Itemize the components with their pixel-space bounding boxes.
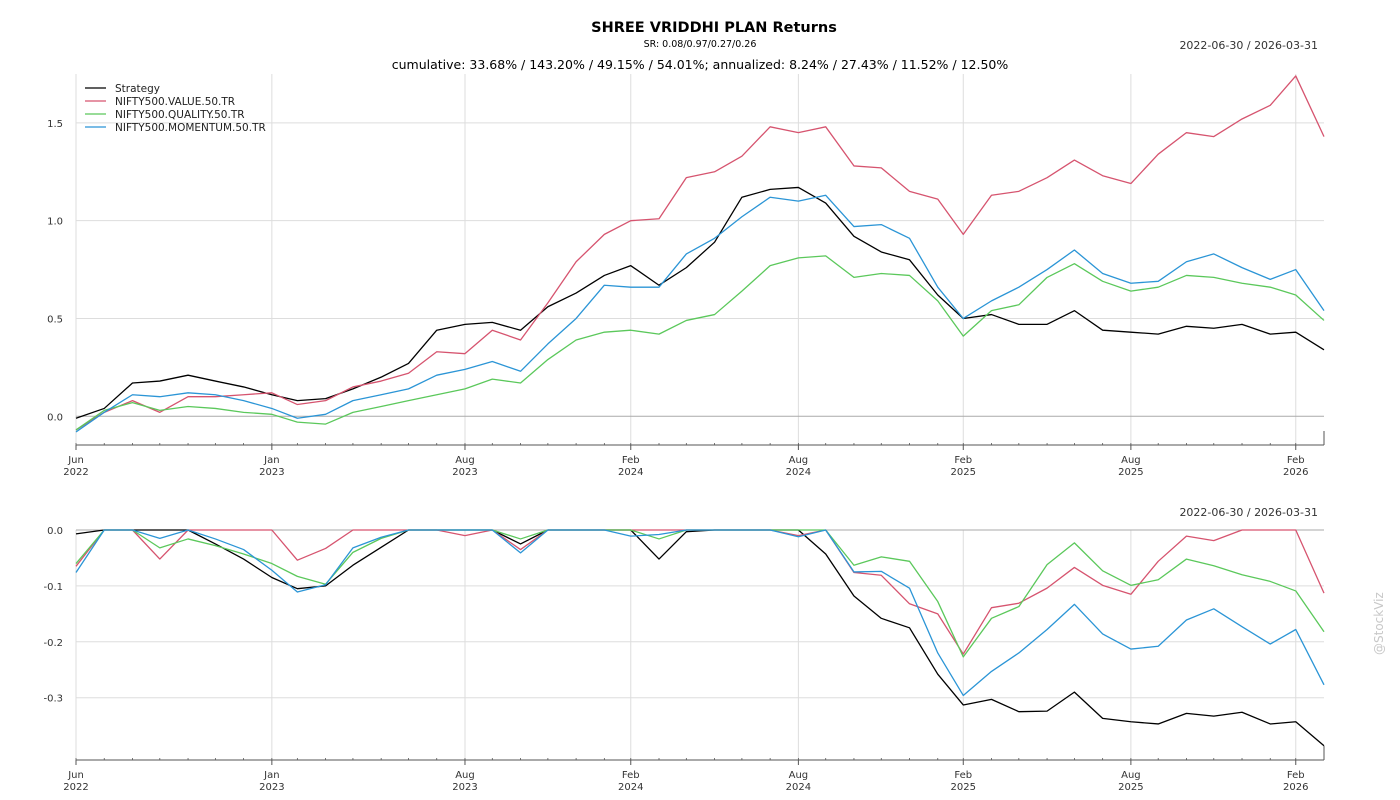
series-line-strategy	[75, 529, 1325, 747]
series-line-strategy	[75, 186, 1325, 419]
date-range-bottom: 2022-06-30 / 2026-03-31	[1179, 506, 1318, 519]
legend-entry: Strategy	[115, 83, 160, 95]
legend-entry: NIFTY500.QUALITY.50.TR	[115, 109, 245, 121]
x-tick-label-year: 2022	[63, 782, 88, 793]
series-line-nifty500-value-50-tr	[75, 529, 1325, 655]
x-tick-label-year: 2023	[259, 782, 284, 793]
y-tick-label: 0.0	[47, 412, 63, 423]
cumulative-returns-panel: 0.00.51.01.5Jun2022Jan2023Aug2023Feb2024…	[47, 74, 1325, 478]
x-tick-label-month: Aug	[789, 455, 809, 466]
x-tick-label-month: Feb	[1287, 770, 1305, 781]
series-line-nifty500-quality-50-tr	[75, 529, 1325, 658]
x-tick-label-month: Jan	[263, 770, 279, 781]
series-line-nifty500-quality-50-tr	[75, 255, 1325, 431]
x-tick-label-month: Aug	[1121, 770, 1141, 781]
x-tick-label-month: Aug	[455, 770, 475, 781]
x-tick-label-year: 2024	[618, 782, 643, 793]
x-tick-label-month: Feb	[622, 455, 640, 466]
y-tick-label: 0.5	[47, 314, 63, 325]
y-tick-label: -0.1	[43, 582, 63, 593]
x-tick-label-month: Jan	[263, 455, 279, 466]
x-tick-label-year: 2023	[259, 467, 284, 478]
x-tick-label-year: 2024	[786, 467, 811, 478]
chart-subtitle: cumulative: 33.68% / 143.20% / 49.15% / …	[391, 57, 1009, 72]
x-tick-label-month: Jun	[67, 455, 84, 466]
x-tick-label-year: 2025	[1118, 467, 1143, 478]
drawdown-panel: 0.0-0.1-0.2-0.3Jun2022Jan2023Aug2023Feb2…	[43, 526, 1325, 793]
sharpe-ratio-line: SR: 0.08/0.97/0.27/0.26	[643, 39, 757, 50]
y-tick-label: 0.0	[47, 526, 63, 537]
x-tick-label-month: Feb	[954, 455, 972, 466]
x-tick-label-year: 2025	[951, 467, 976, 478]
x-tick-label-month: Jun	[67, 770, 84, 781]
y-tick-label: -0.3	[43, 694, 63, 705]
x-tick-label-year: 2022	[63, 467, 88, 478]
x-tick-label-year: 2023	[452, 467, 477, 478]
x-tick-label-month: Aug	[789, 770, 809, 781]
series-line-nifty500-value-50-tr	[75, 75, 1325, 431]
x-tick-label-month: Feb	[954, 770, 972, 781]
x-tick-label-year: 2026	[1283, 467, 1308, 478]
y-tick-label: 1.5	[47, 119, 63, 130]
legend-entry: NIFTY500.MOMENTUM.50.TR	[115, 122, 266, 134]
x-tick-label-year: 2025	[951, 782, 976, 793]
x-tick-label-year: 2026	[1283, 782, 1308, 793]
series-line-nifty500-momentum-50-tr	[75, 529, 1325, 697]
y-tick-label: -0.2	[43, 638, 63, 649]
y-tick-label: 1.0	[47, 217, 63, 228]
chart-title: SHREE VRIDDHI PLAN Returns	[591, 20, 837, 36]
x-tick-label-month: Feb	[1287, 455, 1305, 466]
x-tick-label-year: 2024	[786, 782, 811, 793]
legend-entry: NIFTY500.VALUE.50.TR	[115, 96, 235, 108]
x-tick-label-month: Aug	[455, 455, 475, 466]
date-range-top: 2022-06-30 / 2026-03-31	[1179, 39, 1318, 52]
x-tick-label-month: Aug	[1121, 455, 1141, 466]
x-tick-label-month: Feb	[622, 770, 640, 781]
x-tick-label-year: 2024	[618, 467, 643, 478]
series-line-nifty500-momentum-50-tr	[75, 194, 1325, 433]
x-tick-label-year: 2025	[1118, 782, 1143, 793]
x-tick-label-year: 2023	[452, 782, 477, 793]
